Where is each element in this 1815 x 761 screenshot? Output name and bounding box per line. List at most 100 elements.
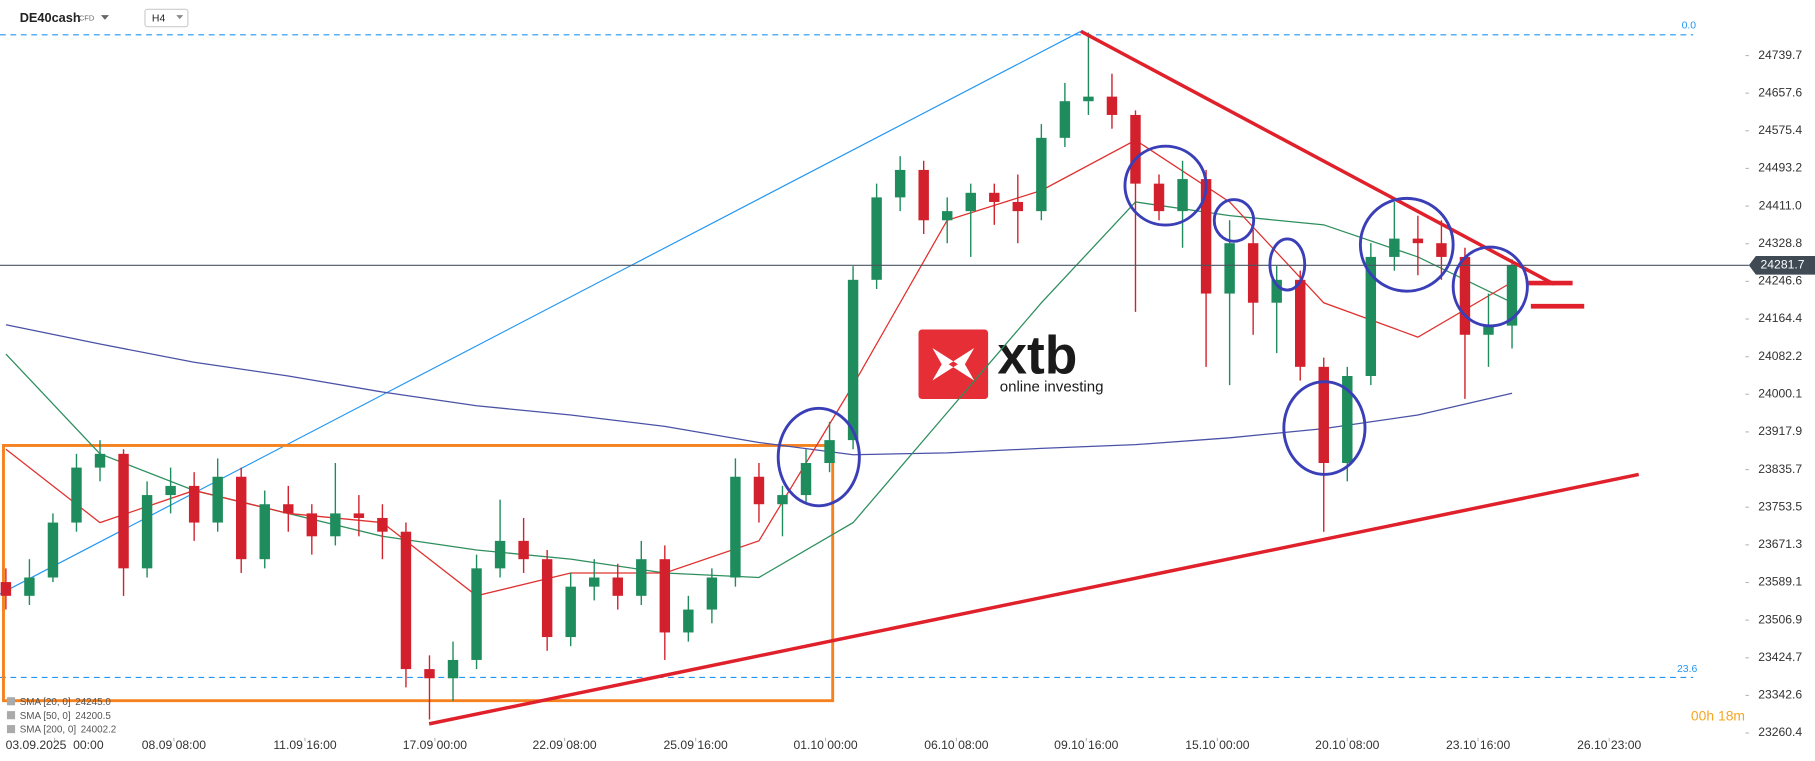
x-tick-label: 22.09 08:00 [532, 738, 596, 752]
candle-body [1483, 325, 1494, 335]
legend-entry: SMA [20, 0] 24245.0 [20, 696, 112, 707]
x-tick-label: 25.09 16:00 [664, 738, 728, 752]
candle-body [1059, 101, 1071, 138]
y-tick-label: 24000.1 [1758, 386, 1802, 400]
candle-body [424, 669, 435, 679]
candle-body [1365, 256, 1377, 376]
range-box [2, 444, 835, 703]
trend-line [428, 472, 1640, 726]
candle-body [1459, 256, 1471, 335]
legend-name: SMA [50, 0] [20, 710, 71, 721]
candle-body [71, 467, 82, 523]
legend-entry: SMA [50, 0] 24200.5 [20, 710, 112, 721]
symbol[interactable]: DE40cash [20, 10, 81, 25]
x-tick-label: 01.10 00:00 [793, 738, 857, 752]
candle-body [235, 476, 247, 560]
logo-mark [932, 348, 975, 381]
x-tick-label: 15.10 00:00 [1185, 738, 1249, 752]
candle-body [1506, 265, 1518, 326]
candle-body [1295, 279, 1306, 367]
candle-body [24, 577, 35, 596]
legend-icon [6, 725, 16, 734]
candle-body [94, 453, 106, 468]
legend-value: 24245.0 [75, 696, 111, 707]
candle-body [753, 476, 765, 505]
highlight-circle [1268, 237, 1307, 292]
candle-body [259, 504, 270, 560]
legend-entry: SMA [200, 0] 24002.2 [20, 724, 117, 735]
y-tick-label: 23342.6 [1758, 688, 1802, 702]
candle-body [1036, 137, 1047, 212]
candle-body [730, 476, 741, 578]
y-tick-label: 23589.1 [1758, 575, 1802, 589]
candle-body [1083, 96, 1094, 102]
candle-body [188, 485, 200, 523]
legend-value: 24002.2 [81, 724, 117, 735]
fib-trend-line [0, 30, 1082, 595]
fib-label: 23.6 [1677, 664, 1697, 675]
candle-body [471, 568, 482, 660]
candle-body [894, 169, 906, 198]
highlight-circle [1358, 196, 1455, 293]
candle-body [165, 485, 176, 496]
y-tick-label: 24657.6 [1758, 85, 1802, 99]
y-tick-label: 24411.0 [1759, 198, 1802, 212]
x-tick-label: 11.09 16:00 [273, 738, 337, 752]
instrument-type: CFD [79, 14, 95, 23]
trend-line [1080, 29, 1555, 286]
candle-body [306, 513, 318, 537]
timeframe-dropdown[interactable] [176, 15, 184, 20]
x-tick-label: 26.10 23:00 [1577, 738, 1641, 752]
x-tick-label: 17.09 00:00 [403, 738, 467, 752]
candle-body [1412, 238, 1424, 244]
candle-body [212, 476, 223, 523]
candle-body [1177, 179, 1188, 212]
candle-body [1342, 375, 1353, 464]
candle-body [989, 192, 1000, 202]
candle-body [330, 513, 341, 537]
x-tick-label: 03.09.2025 00:00 [6, 738, 104, 752]
candle-body [1012, 201, 1024, 212]
candle-body [447, 659, 459, 679]
drawings [428, 29, 1640, 726]
x-tick-label: 06.10 08:00 [924, 738, 988, 752]
highlight-circle [1282, 380, 1367, 476]
timeframe: H4 [152, 13, 166, 24]
candle-body [588, 577, 600, 587]
candle-body [777, 495, 788, 505]
timeframe-box[interactable] [144, 8, 189, 28]
candle-body [353, 513, 365, 518]
candle-body [1389, 238, 1400, 257]
y-tick-label: 24082.2 [1758, 349, 1802, 363]
candle-body [1106, 96, 1118, 115]
legend-icon [6, 697, 16, 706]
candle-body [706, 577, 718, 610]
candle-body [612, 577, 623, 596]
plot-area [0, 32, 1749, 720]
sma-line [5, 139, 1513, 597]
candle-body [659, 559, 671, 633]
candle-body [941, 211, 953, 221]
y-tick-label: 23671.3 [1758, 537, 1802, 551]
candle-body [494, 540, 506, 569]
logo-brand: xtb [997, 327, 1077, 386]
candle-body [683, 609, 694, 633]
x-tick-label: 08.09 08:00 [142, 738, 206, 752]
legend-name: SMA [20, 0] [20, 696, 71, 707]
candle-body [918, 169, 929, 221]
candle-body [1224, 243, 1235, 294]
price-label: 24281.7 [1761, 258, 1805, 272]
watermark: xtb online investing [918, 327, 1104, 400]
candle-body [565, 586, 576, 638]
candle-body [0, 582, 12, 596]
x-tick-label: 09.10 16:00 [1054, 738, 1118, 752]
y-tick-label: 23506.9 [1758, 612, 1802, 626]
symbol-dropdown[interactable] [100, 15, 110, 20]
candle-body [824, 440, 835, 464]
candle-body [871, 197, 882, 280]
highlight-circle [1212, 198, 1256, 243]
candle-body [1318, 366, 1329, 464]
y-tick-label: 24739.7 [1758, 48, 1802, 62]
